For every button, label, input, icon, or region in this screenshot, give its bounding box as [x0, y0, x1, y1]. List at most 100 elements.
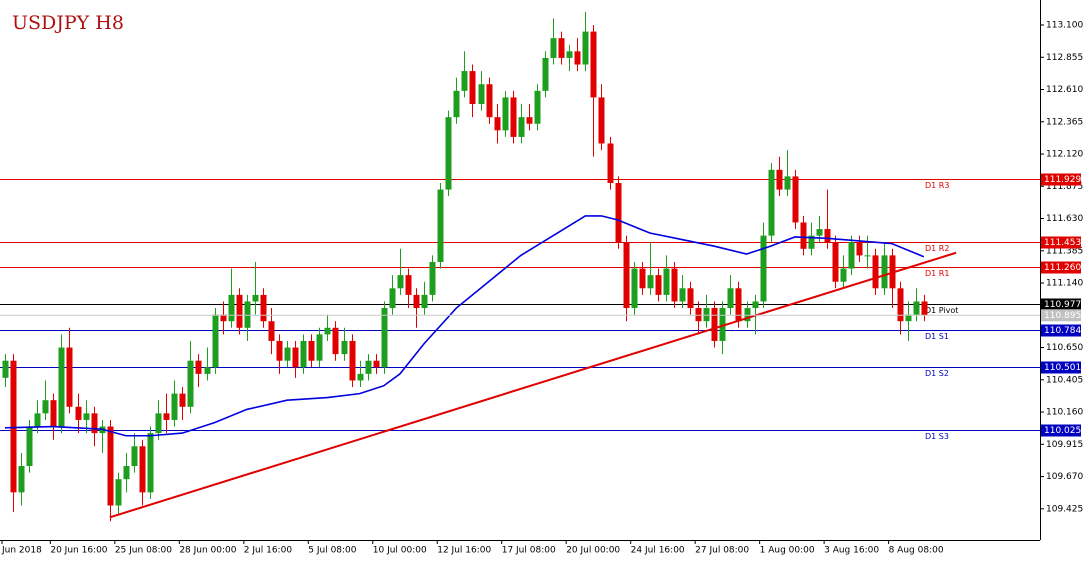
candle-body [445, 117, 452, 190]
candle-body [2, 360, 9, 378]
candle-body [864, 255, 871, 257]
level-price-label: 110.501 [1044, 363, 1081, 373]
candle-body [623, 242, 630, 309]
level-name: D1 S2 [925, 369, 949, 378]
level-price-box [1041, 424, 1081, 437]
x-tick-label: 24 Jul 16:00 [631, 546, 685, 556]
level-price-box [1041, 236, 1081, 249]
candle-body [461, 71, 468, 91]
x-tick-label: 1 Aug 00:00 [760, 546, 815, 556]
level-price-label: 110.977 [1044, 300, 1081, 310]
candle-body [244, 301, 251, 328]
x-tick-label: 12 Jul 16:00 [437, 546, 491, 556]
level-price-box [1041, 173, 1081, 186]
candle-body [332, 327, 339, 355]
candle-body [437, 189, 444, 262]
candle-body [856, 242, 863, 256]
level-price-box [1041, 324, 1081, 337]
candle-body [421, 294, 428, 309]
level-price-label: 111.453 [1044, 238, 1081, 248]
candle-body [832, 242, 839, 282]
candle-body [502, 97, 509, 131]
candle-body [647, 275, 654, 289]
candle-body [897, 288, 904, 322]
y-tick-label: 111.385 [1046, 246, 1083, 256]
candle-body [550, 38, 557, 58]
candle-body [631, 268, 638, 309]
candle-body [800, 222, 807, 249]
candle-body [566, 51, 573, 58]
candle-body [615, 182, 622, 243]
y-tick-label: 111.140 [1046, 279, 1083, 289]
candle-body [429, 261, 436, 295]
y-tick-label: 109.425 [1046, 504, 1083, 514]
chart-title: USDJPY H8 [12, 12, 124, 34]
candle-body [341, 340, 348, 355]
candle-body [204, 367, 211, 374]
current-price-box [1041, 309, 1081, 322]
x-tick-label: 8 Aug 08:00 [889, 546, 944, 556]
candle-body [905, 314, 912, 322]
candle-body [413, 294, 420, 309]
level-price-box [1041, 361, 1081, 374]
candle-body [236, 294, 243, 328]
x-tick-label: 27 Jul 08:00 [695, 546, 749, 556]
candle-body [397, 275, 404, 289]
y-tick-label: 112.120 [1046, 150, 1083, 160]
candle-body [147, 433, 154, 493]
candle-body [34, 413, 41, 427]
y-tick-label: 109.670 [1046, 472, 1083, 482]
level-price-box [1041, 298, 1081, 311]
level-price-label: 111.260 [1044, 263, 1081, 273]
candle-body [727, 288, 734, 309]
candle-body [171, 393, 178, 420]
candle-body [687, 288, 694, 309]
candle-body [478, 84, 485, 104]
candle-body [590, 31, 597, 98]
candle-body [268, 321, 275, 341]
candle-body [292, 347, 299, 368]
candle-body [212, 314, 219, 368]
candle-body [679, 288, 686, 302]
level-price-label: 110.784 [1044, 326, 1081, 336]
y-tick-label: 109.915 [1046, 440, 1083, 450]
candle-body [349, 340, 356, 381]
candle-body [195, 360, 202, 374]
candle-body [816, 229, 823, 236]
candle-body [486, 84, 493, 118]
candle-body [389, 288, 396, 309]
candle-body [534, 90, 541, 124]
level-price-label: 111.929 [1044, 175, 1081, 185]
y-tick-label: 113.100 [1046, 21, 1083, 31]
candle-body [187, 360, 194, 407]
candle-body [365, 360, 372, 374]
candle-body [324, 327, 331, 335]
candle-body [768, 169, 775, 236]
candle-body [840, 268, 847, 282]
trendline [109, 251, 957, 519]
candle-body [18, 466, 25, 493]
y-tick-label: 110.160 [1046, 408, 1083, 418]
candle-body [711, 308, 718, 341]
candle-body [373, 360, 380, 368]
candle-body [848, 242, 855, 269]
candle-body [719, 308, 726, 341]
candle-body [26, 426, 33, 467]
candle-body [308, 340, 315, 361]
candle-body [494, 117, 501, 131]
x-tick-label: 10 Jul 00:00 [373, 546, 427, 556]
y-tick-label: 110.650 [1046, 343, 1083, 353]
candle-body [66, 347, 73, 407]
candle-body [469, 71, 476, 104]
level-name: D1 S1 [925, 332, 949, 341]
candle-body [83, 413, 90, 420]
candle-body [792, 176, 799, 223]
candle-body [163, 413, 170, 420]
moving-average [4, 215, 925, 437]
candle-body [921, 301, 928, 316]
candle-body [872, 255, 879, 289]
candle-body [752, 301, 759, 309]
current-price-label: 110.895 [1044, 311, 1081, 321]
candle-body [381, 308, 388, 368]
